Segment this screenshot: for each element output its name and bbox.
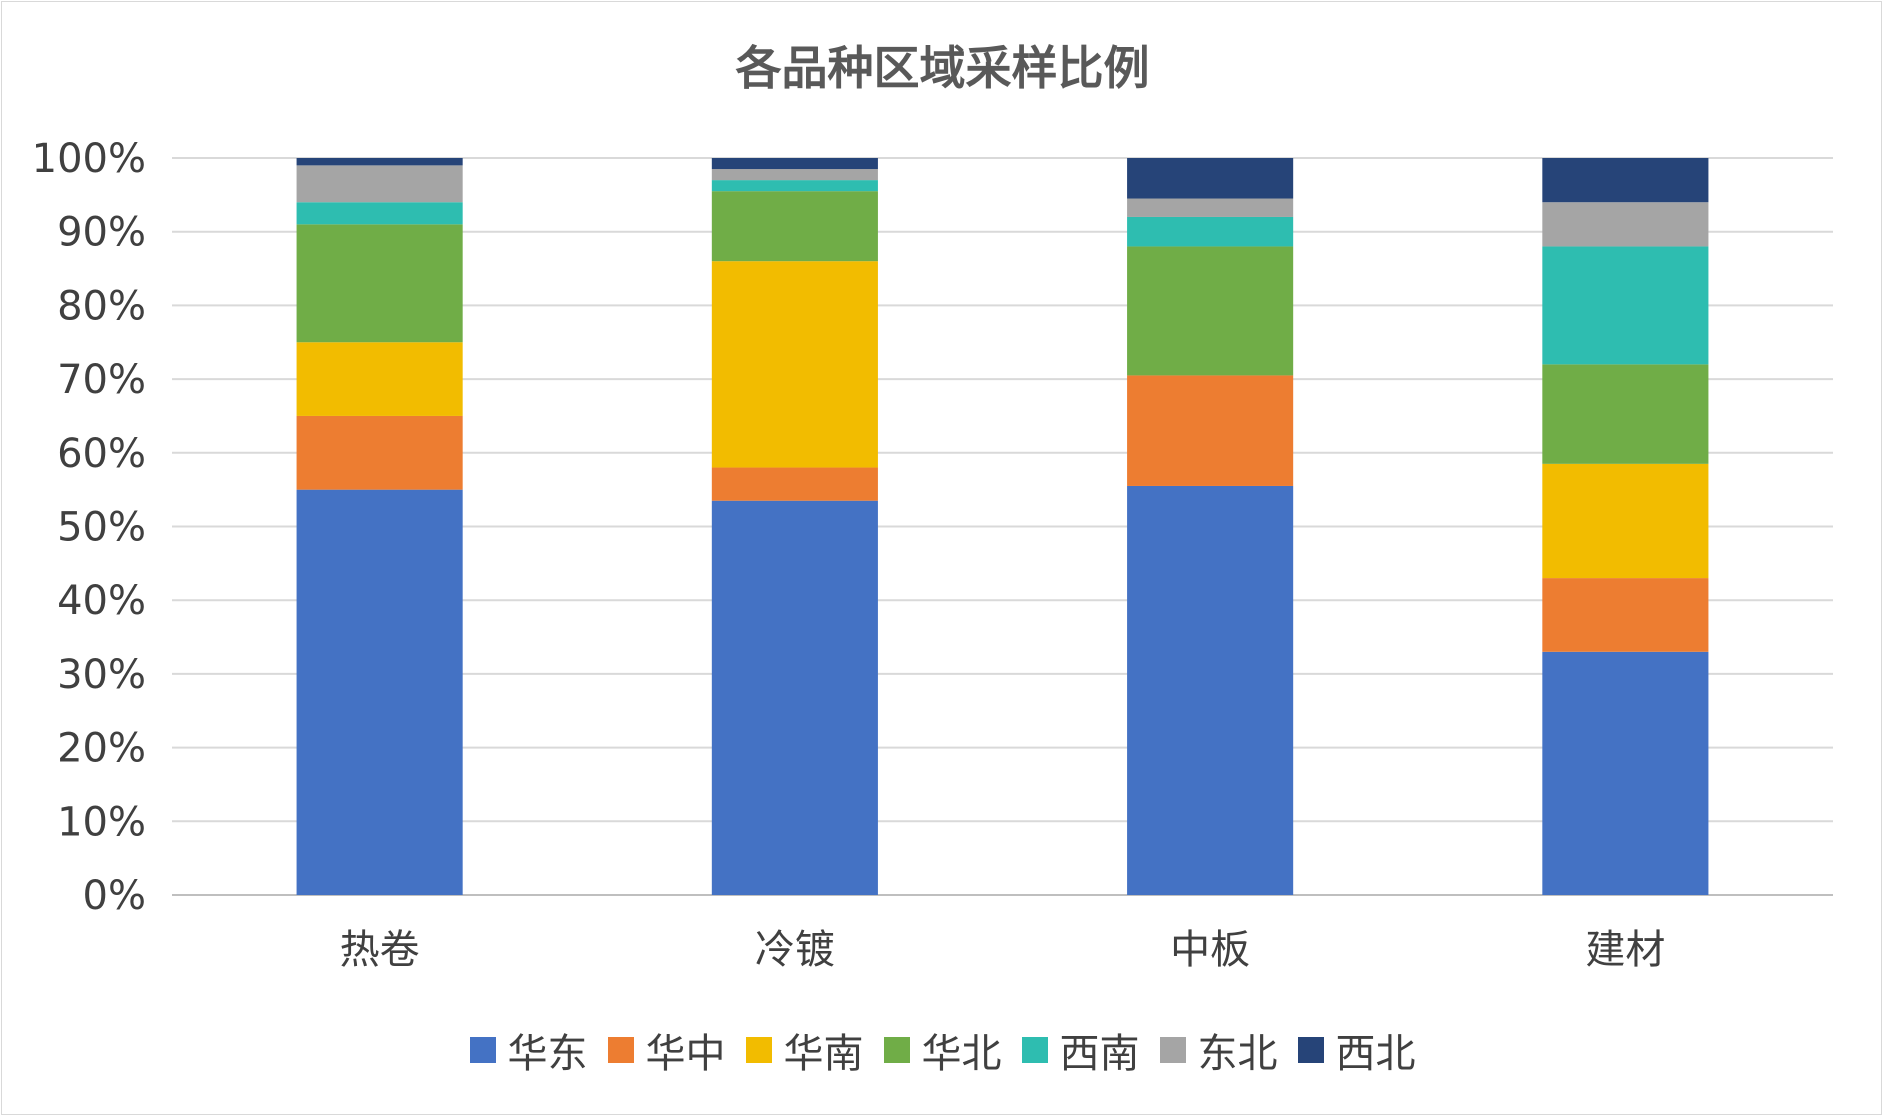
y-tick-label: 60%: [57, 431, 146, 477]
bar-segment: [711, 158, 878, 170]
bar-segment: [1127, 216, 1294, 247]
bar-segment: [711, 261, 878, 468]
legend-item: 西南: [1021, 1021, 1140, 1079]
bar-segment: [296, 224, 463, 343]
legend-item: 华中: [607, 1021, 726, 1079]
legend-swatch: [1021, 1037, 1048, 1063]
y-tick-label: 100%: [32, 136, 146, 182]
legend-swatch: [607, 1037, 634, 1063]
legend-label: 西北: [1335, 1031, 1416, 1077]
bar-segment: [711, 191, 878, 262]
bar-segment: [296, 415, 463, 490]
bar-segment: [1542, 463, 1709, 579]
y-tick-label: 0%: [83, 873, 146, 919]
bar-segment: [1127, 158, 1294, 199]
bar-segment: [1127, 485, 1294, 895]
y-tick-label: 10%: [57, 799, 146, 845]
y-tick-label: 90%: [57, 210, 146, 256]
x-category-label: 中板: [1170, 927, 1250, 973]
bar-segment: [711, 467, 878, 501]
bar-segment: [1542, 202, 1709, 247]
y-tick-label: 80%: [57, 283, 146, 329]
bar-segment: [711, 180, 878, 192]
x-category-label: 热卷: [340, 927, 420, 973]
y-tick-label: 40%: [57, 578, 146, 624]
legend-item: 华南: [745, 1021, 864, 1079]
legend-swatch: [745, 1037, 772, 1063]
legend-label: 东北: [1197, 1031, 1278, 1077]
bar-segment: [1542, 364, 1709, 464]
legend-item: 东北: [1159, 1021, 1278, 1079]
bar-segment: [296, 342, 463, 416]
chart-title: 各品种区域采样比例: [735, 41, 1150, 95]
bar-segment: [711, 500, 878, 895]
bar-segment: [296, 158, 463, 166]
legend-swatch: [1159, 1037, 1186, 1063]
bar-segment: [1542, 246, 1709, 365]
legend-label: 华北: [921, 1031, 1002, 1077]
y-tick-label: 50%: [57, 505, 146, 551]
legend-label: 华中: [645, 1031, 726, 1077]
y-axis-tick-labels: 0% 10% 20% 30% 40% 50% 60% 70% 80% 90% 100%: [32, 136, 146, 919]
legend-label: 华东: [507, 1031, 588, 1077]
legend-swatch: [469, 1037, 496, 1063]
legend-swatch: [883, 1037, 910, 1063]
x-category-label: 冷镀: [755, 927, 835, 973]
legend-label: 西南: [1059, 1031, 1140, 1077]
legend-label: 华南: [783, 1031, 864, 1077]
y-tick-label: 20%: [57, 726, 146, 772]
legend: 华东 华中 华南 华北 西南 东北 西北: [0, 1022, 1885, 1078]
bar-segment: [1542, 578, 1709, 652]
bar-segment: [1542, 651, 1709, 895]
legend-swatch: [1297, 1037, 1324, 1063]
x-axis-category-labels: 热卷 冷镀 中板 建材: [340, 927, 1666, 973]
x-category-label: 建材: [1585, 927, 1665, 973]
legend-item: 西北: [1297, 1021, 1416, 1079]
bars: [296, 158, 1709, 895]
legend-item: 华北: [883, 1021, 1002, 1079]
bar-segment: [1127, 246, 1294, 376]
bar-segment: [296, 165, 463, 203]
bar-segment: [296, 489, 463, 895]
y-tick-label: 30%: [57, 652, 146, 698]
legend-item: 华东: [469, 1021, 588, 1079]
bar-segment: [1127, 198, 1294, 217]
y-tick-label: 70%: [57, 357, 146, 403]
bar-segment: [296, 202, 463, 225]
bar-segment: [1127, 375, 1294, 486]
bar-segment: [1542, 158, 1709, 203]
bar-segment: [711, 169, 878, 181]
